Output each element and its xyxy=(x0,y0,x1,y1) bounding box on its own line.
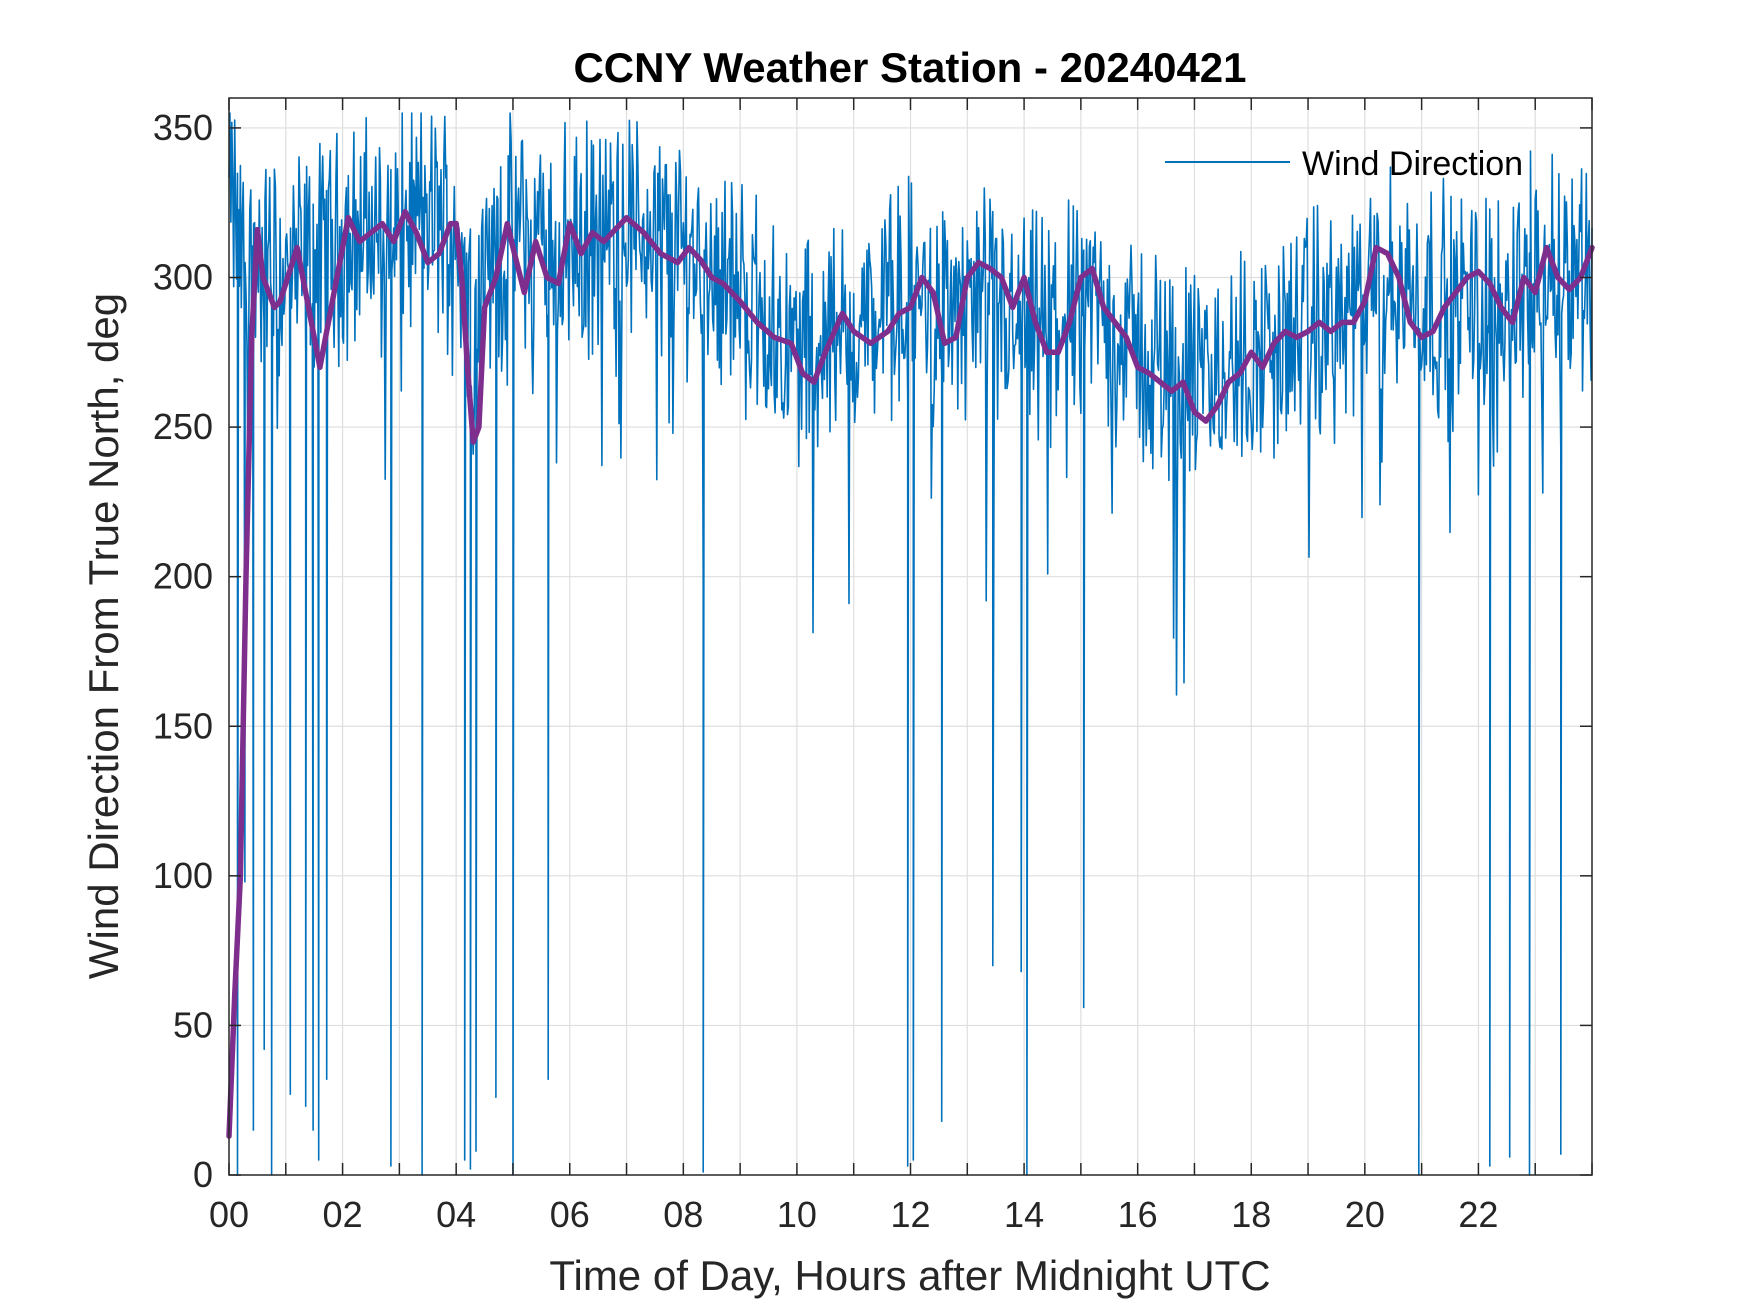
series-layer xyxy=(226,112,1595,1176)
x-tick-label: 14 xyxy=(1004,1194,1044,1235)
x-tick-label: 02 xyxy=(323,1194,363,1235)
y-tick-label: 250 xyxy=(153,406,213,447)
x-tick-label: 16 xyxy=(1118,1194,1158,1235)
y-tick-label: 350 xyxy=(153,107,213,148)
legend-label-wind-direction: Wind Direction xyxy=(1302,145,1523,183)
x-tick-label: 06 xyxy=(550,1194,590,1235)
chart-title: CCNY Weather Station - 20240421 xyxy=(573,44,1246,91)
y-axis-title: Wind Direction From True North, deg xyxy=(80,293,127,979)
tick-marks xyxy=(228,98,1593,1176)
x-tick-label: 04 xyxy=(436,1194,476,1235)
x-tick-label: 12 xyxy=(890,1194,930,1235)
x-tick-label: 10 xyxy=(777,1194,817,1235)
y-tick-label: 100 xyxy=(153,855,213,896)
series-line-wind-direction xyxy=(228,112,1593,1176)
y-tick-label: 150 xyxy=(153,705,213,746)
series-line-smoothed xyxy=(226,208,1595,1139)
y-tick-label: 300 xyxy=(153,257,213,298)
y-tick-label: 200 xyxy=(153,556,213,597)
x-tick-label: 18 xyxy=(1231,1194,1271,1235)
x-tick-label: 20 xyxy=(1345,1194,1385,1235)
legend: Wind Direction xyxy=(1165,145,1523,183)
x-tick-label: 22 xyxy=(1458,1194,1498,1235)
y-tick-label: 0 xyxy=(193,1154,213,1195)
x-tick-label: 00 xyxy=(209,1194,249,1235)
y-tick-labels: 0 50 100 150 200 250 300 350 xyxy=(153,107,213,1195)
x-tick-label: 08 xyxy=(663,1194,703,1235)
x-tick-labels: 00 02 04 06 08 10 12 14 16 18 20 22 xyxy=(209,1194,1498,1235)
x-axis-title: Time of Day, Hours after Midnight UTC xyxy=(549,1252,1270,1299)
y-tick-label: 50 xyxy=(173,1004,213,1045)
